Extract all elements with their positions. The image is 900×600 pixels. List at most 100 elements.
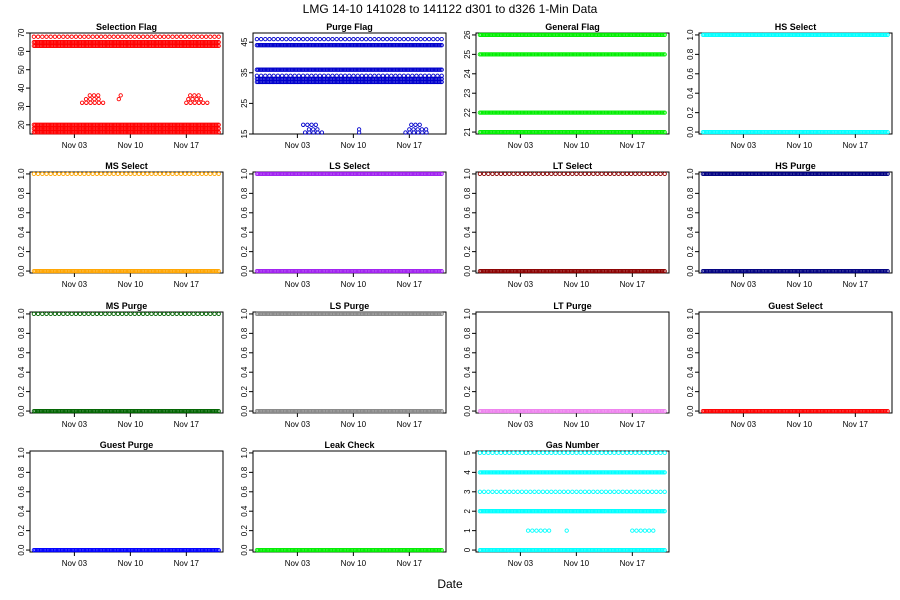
data-point — [119, 268, 125, 274]
data-point — [212, 122, 217, 127]
data-point — [874, 268, 879, 274]
data-point — [753, 129, 759, 135]
data-point — [582, 110, 588, 115]
data-point — [784, 171, 790, 177]
data-point — [547, 408, 553, 414]
data-point — [168, 40, 174, 45]
data-point — [644, 268, 649, 274]
data-point — [61, 408, 66, 414]
data-point — [851, 129, 857, 135]
data-point — [840, 171, 846, 177]
data-point — [756, 129, 762, 135]
x-tick-label: Nov 10 — [787, 141, 813, 150]
data-point — [157, 408, 163, 414]
data-point — [372, 268, 377, 274]
data-point — [634, 32, 639, 38]
data-point — [298, 311, 303, 317]
data-point — [525, 408, 530, 414]
data-point — [630, 528, 635, 533]
data-point — [51, 268, 56, 274]
data-point — [728, 129, 734, 135]
data-point — [277, 268, 282, 274]
data-point — [258, 311, 264, 317]
data-point — [484, 110, 490, 115]
data-point — [355, 36, 360, 42]
data-point — [281, 171, 286, 177]
data-point — [129, 40, 135, 45]
data-point — [878, 171, 883, 177]
data-point — [421, 171, 426, 177]
data-point — [118, 122, 123, 127]
data-point — [34, 40, 39, 45]
data-point — [90, 40, 95, 45]
y-tick-label: 0.2 — [17, 246, 26, 258]
data-point — [614, 110, 620, 115]
y-tick-label: 30 — [17, 101, 26, 110]
data-point — [495, 129, 501, 135]
data-point — [284, 311, 289, 317]
data-point — [532, 52, 537, 57]
data-point — [256, 171, 261, 177]
data-point — [659, 110, 665, 115]
data-point — [324, 43, 330, 48]
data-point — [522, 52, 527, 57]
data-point — [833, 32, 839, 38]
data-point — [656, 268, 662, 274]
data-point — [553, 129, 558, 135]
data-point — [188, 122, 193, 127]
data-point — [868, 32, 874, 38]
data-point — [417, 268, 422, 274]
data-point — [654, 110, 659, 115]
data-point — [267, 408, 272, 414]
data-point — [728, 32, 734, 38]
data-point — [623, 129, 628, 135]
data-point — [620, 450, 625, 456]
data-point — [145, 40, 150, 45]
data-point — [850, 32, 855, 38]
data-point — [844, 129, 850, 135]
data-point — [500, 268, 505, 274]
data-point — [405, 43, 411, 48]
data-point — [31, 40, 37, 45]
data-point — [479, 268, 484, 274]
data-point — [323, 171, 328, 177]
data-point — [384, 43, 390, 48]
data-point — [178, 311, 184, 317]
data-point — [816, 129, 822, 135]
data-point — [623, 110, 628, 115]
data-point — [856, 171, 861, 177]
data-point — [337, 67, 342, 72]
data-point — [135, 408, 140, 414]
data-point — [645, 52, 651, 57]
data-point — [846, 171, 851, 177]
data-point — [38, 122, 44, 127]
data-point — [731, 129, 736, 135]
data-point — [407, 268, 412, 274]
data-point — [702, 171, 707, 177]
data-point — [539, 129, 544, 135]
data-point — [56, 311, 62, 317]
data-point — [881, 129, 886, 135]
data-point — [209, 40, 214, 45]
data-point — [114, 268, 119, 274]
data-point — [118, 40, 123, 45]
data-point — [314, 43, 320, 48]
data-point — [786, 129, 791, 135]
data-point — [772, 32, 777, 38]
data-point — [479, 408, 484, 414]
data-point — [661, 129, 666, 135]
data-point — [384, 311, 390, 317]
data-point — [872, 32, 878, 38]
data-point — [429, 67, 435, 72]
data-point — [620, 408, 625, 414]
data-point — [662, 129, 667, 135]
data-point — [363, 311, 369, 317]
data-point — [564, 408, 569, 414]
data-point — [129, 122, 135, 127]
data-point — [550, 32, 555, 38]
data-point — [786, 408, 791, 414]
data-point — [784, 32, 790, 38]
data-point — [572, 408, 578, 414]
data-point — [351, 36, 356, 42]
data-point — [710, 32, 715, 38]
